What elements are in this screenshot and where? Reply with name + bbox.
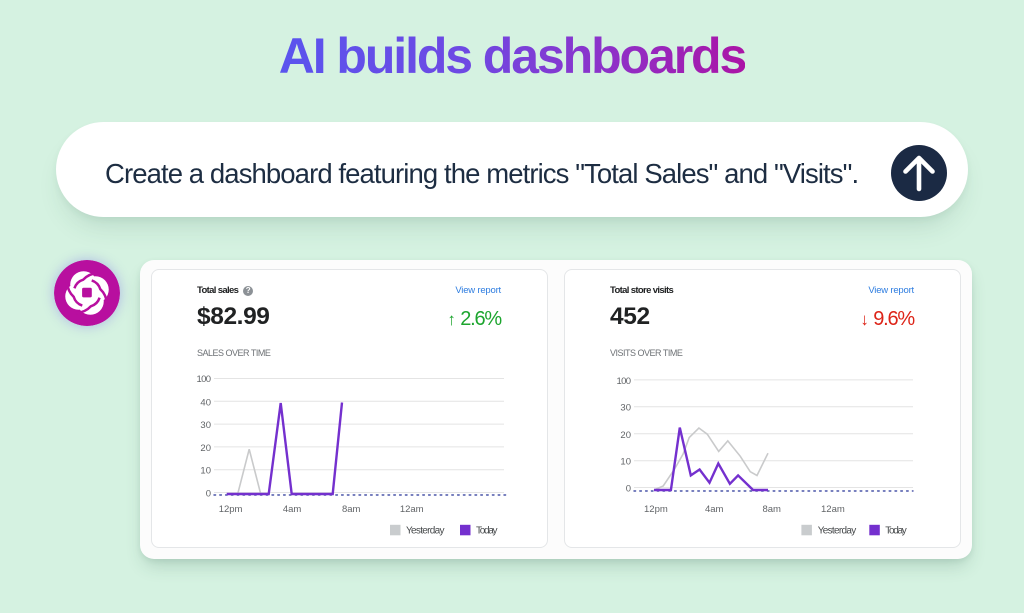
svg-text:10: 10 (620, 457, 631, 468)
svg-text:20: 20 (200, 443, 211, 454)
svg-text:Today: Today (885, 526, 907, 537)
svg-text:30: 30 (620, 403, 631, 414)
svg-text:8am: 8am (762, 504, 781, 515)
svg-text:Today: Today (476, 526, 498, 537)
svg-text:100: 100 (617, 376, 632, 387)
svg-text:8am: 8am (342, 504, 361, 515)
svg-text:4am: 4am (705, 504, 724, 515)
svg-text:20: 20 (620, 430, 631, 441)
svg-text:40: 40 (200, 397, 211, 408)
svg-text:12am: 12am (821, 504, 845, 515)
svg-text:Yesterday: Yesterday (818, 526, 857, 537)
svg-text:12pm: 12pm (219, 504, 243, 515)
svg-text:12am: 12am (400, 504, 424, 515)
svg-text:0: 0 (626, 484, 631, 495)
svg-text:0: 0 (206, 489, 211, 500)
svg-text:12pm: 12pm (644, 504, 668, 515)
svg-text:10: 10 (200, 466, 211, 477)
svg-text:30: 30 (200, 420, 211, 431)
svg-text:Yesterday: Yesterday (406, 526, 445, 537)
svg-text:4am: 4am (283, 504, 302, 515)
svg-text:100: 100 (197, 374, 212, 385)
